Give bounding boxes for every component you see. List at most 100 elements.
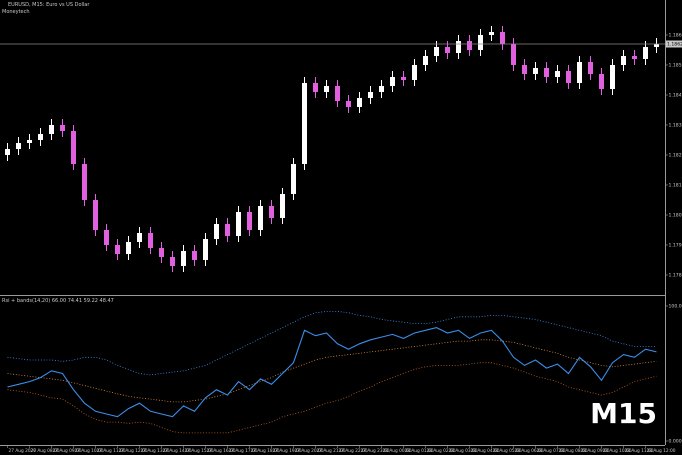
candle-body [434,47,439,56]
current-price-label: 1.18620 [667,42,682,48]
x-tick-label: 28 Aug 08:00 [559,448,588,454]
candle-body [214,224,219,239]
candle-body [566,71,571,83]
candle-body [247,212,252,230]
current-price-box [666,40,682,48]
x-tick-label: 27 Aug 14:00 [163,448,192,454]
candle-body [555,71,560,77]
candle-body [423,56,428,65]
candle-body [632,56,637,59]
y-tick-label: 1.18250 [669,153,682,159]
candle-body [225,224,230,236]
candle-body [390,77,395,86]
series-line [7,362,657,434]
candle-body [346,101,351,107]
candle-body [467,41,472,50]
candle-body [478,35,483,50]
y-tick-label: 1.18450 [669,93,682,99]
candle-body [368,92,373,98]
candle-body [533,68,538,74]
candle-body [71,131,76,164]
rsi-title: Rsi + bands(14,20) 66.00 74.41 59.22 48.… [2,298,114,304]
candle-body [621,56,626,65]
x-tick-label: 28 Aug 02:00 [427,448,456,454]
x-tick-label: 27 Aug 17:00 [229,448,258,454]
symbol-title: EURUSD, M15: Euro vs US Dollar [8,2,90,8]
candle-body [599,74,604,89]
x-tick-label: 27 Aug 21:00 [317,448,346,454]
candle-body [313,83,318,92]
x-tick-label: 27 Aug 08:00 [31,448,60,454]
candle-body [236,212,241,236]
x-tick-label: 28 Aug 10:00 [603,448,632,454]
y-tick-label: 1.18550 [669,63,682,69]
candle-body [60,125,65,131]
x-tick-label: 27 Aug 15:00 [185,448,214,454]
candle-body [610,65,615,89]
candle-body [137,233,142,242]
candle-body [302,83,307,164]
candle-body [49,125,54,134]
y-tick-label: 1.18050 [669,213,682,219]
x-tick-label: 27 Aug 16:00 [207,448,236,454]
x-tick-label: 28 Aug 09:00 [581,448,610,454]
candle-body [27,140,32,143]
x-tick-label: 27 Aug 18:00 [251,448,280,454]
candle-body [335,86,340,101]
candle-body [126,242,131,254]
x-tick-label: 28 Aug 12:00 [647,448,676,454]
candle-body [16,143,21,149]
y-tick-label: 1.18650 [669,33,682,39]
x-tick-label: 27 Aug 11:00 [97,448,126,454]
candle-body [456,41,461,53]
x-tick-label: 27 Aug 19:00 [273,448,302,454]
x-tick-label: 27 Aug 09:00 [53,448,82,454]
candle-body [181,251,186,266]
y-tick-label: 1.18150 [669,183,682,189]
x-tick-label: 28 Aug 03:00 [449,448,478,454]
candle-body [577,62,582,83]
candle-body [654,44,659,47]
x-tick-label: 27 Aug 2020 [9,448,37,454]
series-line [7,311,657,376]
candle-body [148,233,153,248]
candle-body [203,239,208,260]
candle-body [170,257,175,266]
candle-body [104,230,109,245]
candle-body [82,164,87,200]
candle-body [38,134,43,140]
x-tick-label: 28 Aug 01:00 [405,448,434,454]
y-tick-label: 1.17950 [669,243,682,249]
series-line [7,327,657,418]
x-tick-label: 28 Aug 05:00 [493,448,522,454]
x-tick-label: 28 Aug 07:00 [537,448,566,454]
timeframe-watermark: M15 [590,397,657,430]
candle-body [192,251,197,260]
y-tick-label: 0.000000 [669,439,682,445]
series-line [7,339,657,403]
y-tick-label: 1.18350 [669,123,682,129]
x-tick-label: 27 Aug 13:00 [141,448,170,454]
candle-body [412,65,417,80]
candle-body [522,65,527,74]
x-tick-label: 28 Aug 04:00 [471,448,500,454]
y-tick-label: 1.17850 [669,273,682,279]
candle-body [159,248,164,257]
candle-body [588,62,593,74]
x-tick-label: 27 Aug 23:00 [361,448,390,454]
candle-body [379,86,384,92]
y-tick-label: 100.000000 [669,304,682,310]
x-tick-label: 28 Aug 06:00 [515,448,544,454]
x-tick-label: 27 Aug 22:00 [339,448,368,454]
candle-body [489,32,494,35]
candle-body [258,206,263,230]
candle-body [357,98,362,107]
candle-body [269,206,274,218]
indicator-name: Moneytech [2,9,30,15]
candle-body [324,86,329,92]
x-tick-label: 27 Aug 10:00 [75,448,104,454]
candle-body [93,200,98,230]
candle-body [280,194,285,218]
x-tick-label: 27 Aug 20:00 [295,448,324,454]
